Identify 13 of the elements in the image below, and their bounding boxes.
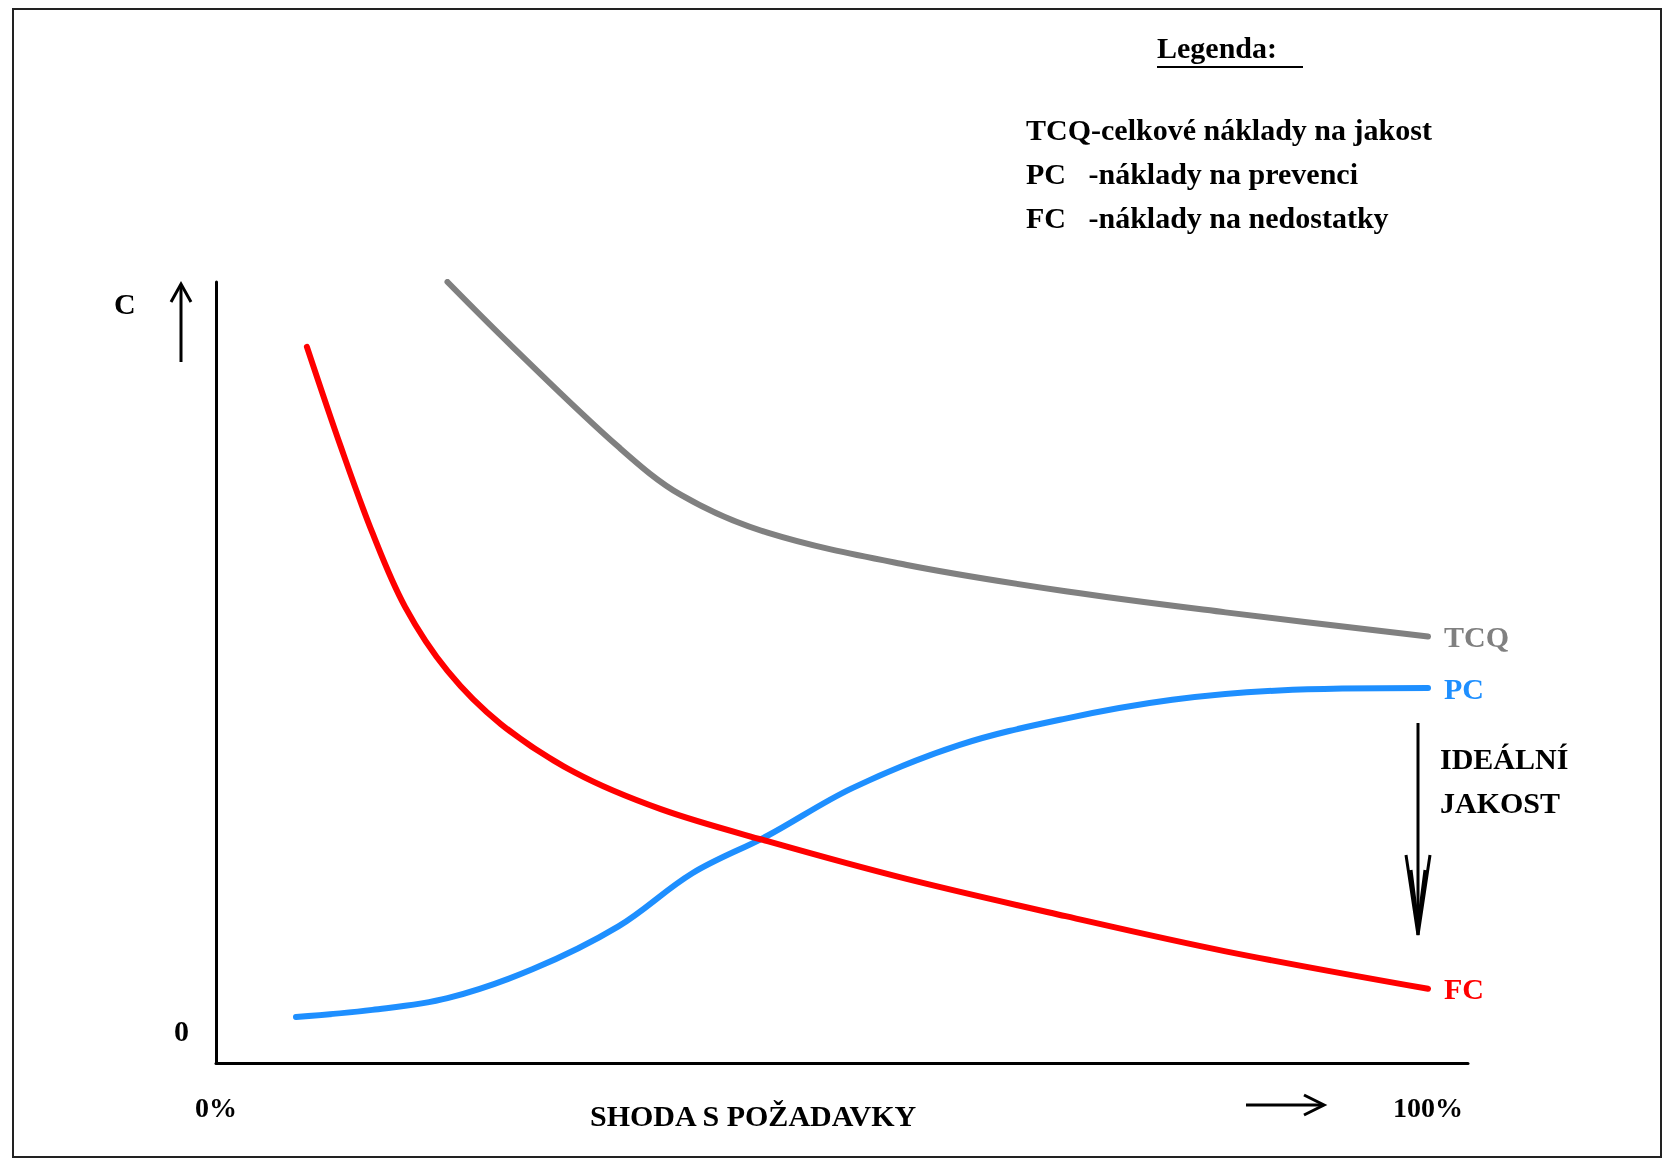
series-label: PC bbox=[1444, 671, 1484, 705]
legend-title: Legenda: bbox=[1157, 30, 1277, 64]
text: PC -náklady na prevenci bbox=[1026, 156, 1358, 190]
series-label: FC bbox=[1444, 972, 1484, 1006]
x-tick-label: 0% bbox=[195, 1091, 237, 1123]
text: FC -náklady na nedostatky bbox=[1026, 200, 1389, 234]
text: TCQ-celkové náklady na jakost bbox=[1026, 112, 1432, 146]
annotation: IDEÁLNÍ JAKOST bbox=[1440, 741, 1576, 819]
series-label: TCQ bbox=[1444, 620, 1510, 654]
text: 0 bbox=[174, 1013, 189, 1047]
y-axis-title: C bbox=[114, 286, 136, 320]
x-tick-label: 100% bbox=[1393, 1091, 1463, 1123]
x-axis-title: SHODA S POŽADAVKY bbox=[590, 1098, 917, 1132]
